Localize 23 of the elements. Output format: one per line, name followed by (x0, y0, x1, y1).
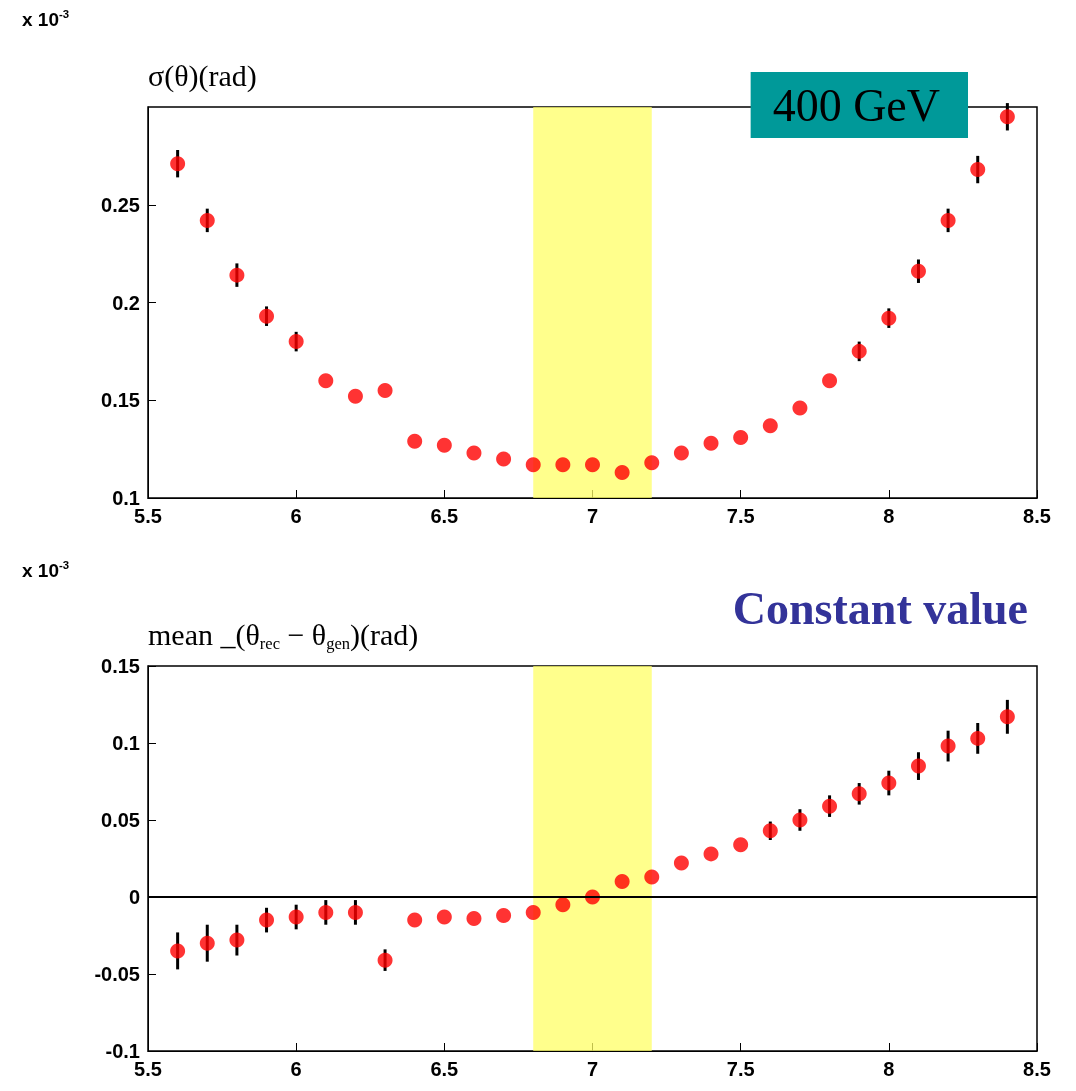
x-tick-label: 8.5 (1023, 505, 1051, 527)
y-tick-label: 0.25 (101, 193, 140, 216)
text: Constant value (732, 582, 1029, 634)
y-tick-label: 0 (128, 886, 140, 908)
x-tick-label: 7.5 (726, 1058, 755, 1080)
x-tick-label: 6 (290, 1058, 302, 1080)
x-tick-label: 7 (586, 1058, 599, 1080)
y-axis-title: σ(θ)(rad) (148, 58, 257, 93)
y-tick-label: 0.15 (101, 655, 140, 677)
x-tick-label: 8 (883, 1058, 895, 1080)
y-tick-label: 0.05 (101, 809, 140, 831)
y-tick-label: 0.2 (112, 291, 140, 314)
x-tick-label: 6 (290, 505, 302, 527)
y-tick-label: 0.15 (101, 389, 140, 412)
x-tick-label: 8 (883, 505, 895, 527)
y-tick-label: 0.1 (112, 732, 140, 754)
x-tick-label: 6.5 (430, 1058, 459, 1080)
x-tick-label: 8.5 (1023, 1058, 1051, 1080)
x-tick-label: 7.5 (726, 505, 755, 527)
annotation: 400 GeV (772, 79, 940, 131)
x-tick-label: 6.5 (430, 505, 459, 527)
y-tick-label: -0.05 (94, 963, 140, 985)
x-tick-label: 7 (586, 505, 599, 527)
